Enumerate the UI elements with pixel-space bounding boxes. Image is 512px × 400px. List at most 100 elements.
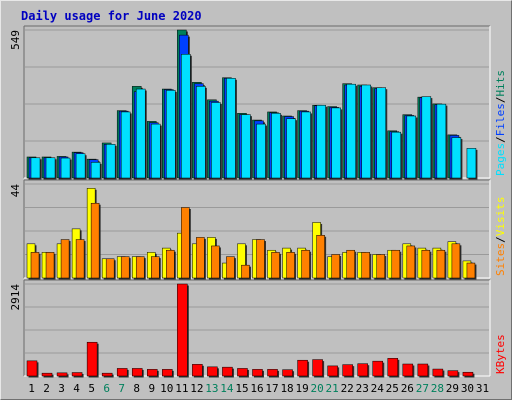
bar-kbytes-day-29 xyxy=(447,370,459,377)
bar-kbytes-day-16 xyxy=(252,369,263,377)
bar-pages-day-22 xyxy=(346,83,356,179)
bar-kbytes-day-26 xyxy=(402,363,414,377)
x-tick-label-day-21: 21 xyxy=(326,382,339,395)
x-tick-label-day-17: 17 xyxy=(265,382,278,395)
bar-kbytes-day-18 xyxy=(282,369,293,377)
x-tick-label-day-22: 22 xyxy=(341,382,354,395)
bar-sites-day-19 xyxy=(301,249,310,279)
bar-pages-day-24 xyxy=(376,87,386,179)
bar-sites-day-1 xyxy=(30,252,40,279)
x-tick-label-day-16: 16 xyxy=(250,382,263,395)
bar-kbytes-day-17 xyxy=(267,369,278,377)
bar-sites-day-7 xyxy=(120,256,130,279)
x-tick-label-day-3: 3 xyxy=(58,382,65,395)
bar-kbytes-day-25 xyxy=(387,358,399,377)
legend-hits: Hits xyxy=(494,70,507,97)
visitors-legend-separator: / xyxy=(494,236,507,243)
bar-kbytes-day-4 xyxy=(71,372,83,377)
bar-sites-day-15 xyxy=(241,264,250,279)
x-tick-label-day-8: 8 xyxy=(133,382,140,395)
bar-sites-day-2 xyxy=(45,252,55,279)
x-tick-label-day-5: 5 xyxy=(88,382,95,395)
bar-kbytes-day-28 xyxy=(432,368,444,377)
x-tick-label-day-2: 2 xyxy=(43,382,50,395)
bar-pages-day-12 xyxy=(196,86,206,179)
bar-kbytes-day-7 xyxy=(116,368,128,377)
bar-kbytes-day-8 xyxy=(131,368,143,377)
x-tick-label-day-31: 31 xyxy=(476,382,489,395)
kbytes-max-label: 2914 xyxy=(9,284,22,311)
x-tick-label-day-26: 26 xyxy=(401,382,414,395)
bar-kbytes-day-24 xyxy=(372,360,383,377)
bar-sites-day-4 xyxy=(75,239,85,279)
bar-kbytes-day-27 xyxy=(417,363,429,377)
x-tick-label-day-6: 6 xyxy=(103,382,110,395)
bar-pages-day-18 xyxy=(286,118,296,179)
bar-sites-day-27 xyxy=(421,249,431,279)
bar-sites-day-11 xyxy=(181,207,190,279)
bar-sites-day-16 xyxy=(256,239,265,279)
x-tick-label-day-29: 29 xyxy=(446,382,459,395)
x-tick-label-day-25: 25 xyxy=(386,382,399,395)
bar-sites-day-5 xyxy=(90,202,100,279)
bar-pages-day-11 xyxy=(181,54,191,179)
bar-sites-day-10 xyxy=(166,249,175,279)
bar-sites-day-6 xyxy=(105,258,115,279)
bar-pages-day-16 xyxy=(256,123,266,179)
bar-kbytes-day-20 xyxy=(312,359,323,377)
bar-pages-day-21 xyxy=(331,107,341,179)
bar-pages-day-28 xyxy=(436,103,447,179)
bar-kbytes-day-21 xyxy=(327,365,338,377)
visitors-max-label: 44 xyxy=(9,184,22,198)
bar-pages-day-23 xyxy=(361,84,371,179)
bar-pages-day-17 xyxy=(271,113,281,179)
bar-pages-day-19 xyxy=(301,111,311,179)
bar-kbytes-day-5 xyxy=(86,341,98,377)
bar-kbytes-day-19 xyxy=(297,359,308,377)
bar-pages-day-1 xyxy=(30,157,41,179)
bar-pages-day-29 xyxy=(451,137,462,179)
bar-sites-day-21 xyxy=(331,254,340,279)
legend-sites: Sites xyxy=(494,243,507,276)
bar-pages-day-20 xyxy=(316,104,326,179)
bar-sites-day-8 xyxy=(135,256,145,279)
bar-sites-day-25 xyxy=(391,249,401,279)
bar-pages-day-26 xyxy=(406,115,417,179)
bar-kbytes-day-13 xyxy=(207,366,218,377)
legend-files: Files xyxy=(494,103,507,136)
legend-visits: Visits xyxy=(494,197,507,237)
x-tick-label-day-7: 7 xyxy=(118,382,125,395)
bar-pages-day-10 xyxy=(166,90,176,179)
x-tick-label-day-30: 30 xyxy=(461,382,474,395)
x-tick-label-day-9: 9 xyxy=(148,382,155,395)
bar-kbytes-day-23 xyxy=(357,363,368,377)
bar-sites-day-3 xyxy=(60,239,70,279)
bar-pages-day-8 xyxy=(135,88,146,179)
x-tick-label-day-4: 4 xyxy=(73,382,80,395)
bar-kbytes-day-3 xyxy=(56,372,68,377)
bar-kbytes-day-30 xyxy=(462,371,474,377)
bar-kbytes-day-15 xyxy=(237,368,248,377)
bar-sites-day-26 xyxy=(406,245,416,279)
bar-kbytes-day-22 xyxy=(342,364,353,377)
bar-pages-day-2 xyxy=(45,157,56,179)
bar-pages-day-25 xyxy=(391,131,402,179)
x-tick-label-day-23: 23 xyxy=(356,382,369,395)
bar-pages-day-7 xyxy=(120,111,131,179)
bar-kbytes-day-11 xyxy=(177,283,188,377)
usage-max-label: 549 xyxy=(9,30,22,50)
x-tick-label-day-12: 12 xyxy=(190,382,203,395)
x-tick-label-day-1: 1 xyxy=(28,382,35,395)
bar-sites-day-28 xyxy=(436,249,446,279)
bar-pages-day-3 xyxy=(60,157,71,179)
bar-pages-day-13 xyxy=(211,102,221,179)
x-tick-label-day-19: 19 xyxy=(295,382,308,395)
bar-sites-day-17 xyxy=(271,252,280,279)
usage-legend: Pages/Files/Hits xyxy=(494,70,507,176)
x-tick-label-day-13: 13 xyxy=(205,382,218,395)
x-tick-label-day-27: 27 xyxy=(416,382,429,395)
x-tick-label-day-14: 14 xyxy=(220,382,234,395)
bar-pages-day-14 xyxy=(226,78,236,179)
bar-sites-day-30 xyxy=(466,262,476,279)
